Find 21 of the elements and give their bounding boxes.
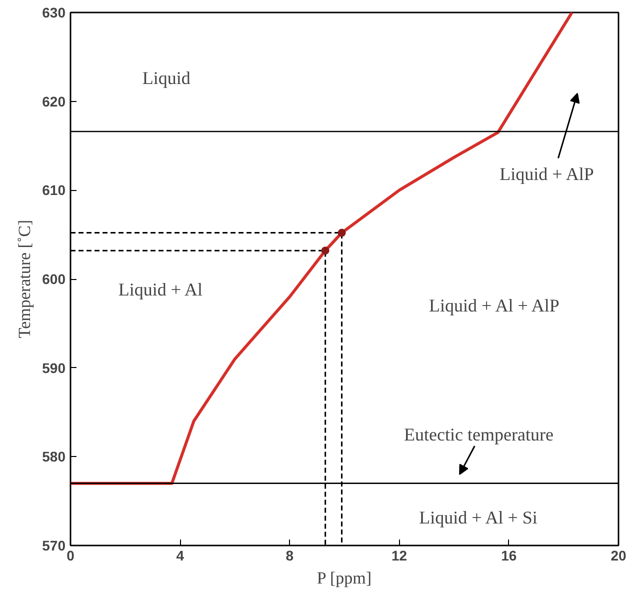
x-tick-label: 16: [501, 548, 517, 564]
x-tick-label: 8: [286, 548, 294, 564]
y-tick-label: 620: [42, 93, 66, 110]
y-axis-title: Temperature [˚C]: [15, 220, 34, 338]
x-tick-label: 4: [176, 548, 184, 564]
annotation: Liquid + Al + Si: [419, 507, 538, 528]
annotation: Liquid + Al: [118, 280, 202, 300]
y-tick-label: 570: [42, 538, 66, 554]
y-tick-label: 630: [42, 4, 66, 20]
annotation: Liquid + Al + AlP: [429, 296, 560, 316]
y-tick-label: 590: [42, 360, 66, 376]
x-tick-label: 20: [610, 548, 626, 564]
x-axis-title: P [ppm]: [316, 568, 372, 588]
y-tick-label: 600: [42, 271, 66, 287]
x-tick-label: 0: [66, 548, 75, 564]
x-tick-label: 12: [392, 548, 408, 564]
y-tick-label: 580: [42, 448, 66, 465]
y-tick-label: 610: [42, 182, 66, 198]
annotation: Liquid + AlP: [500, 164, 594, 184]
annotation: Eutectic temperature: [404, 424, 554, 445]
annotation: Liquid: [142, 68, 190, 88]
